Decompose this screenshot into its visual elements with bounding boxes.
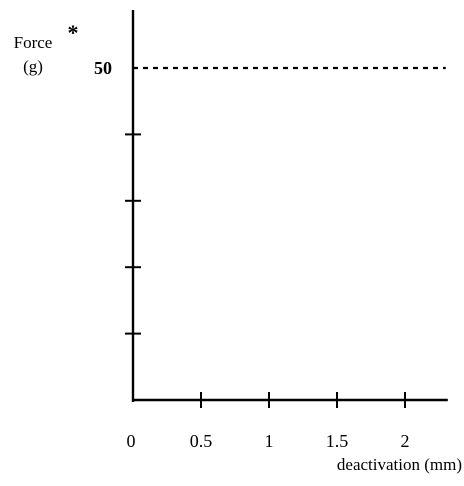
y-axis-title-line-2: (g)	[23, 57, 43, 76]
x-tick-label: 0	[127, 431, 136, 451]
y-axis-title: Force (g) *	[14, 20, 79, 76]
x-tick-label: 0.5	[190, 431, 213, 451]
y-axis-title-line-1: Force	[14, 33, 53, 52]
y-tick-label: 50	[94, 58, 112, 78]
x-tick-label: 1.5	[326, 431, 349, 451]
x-tick-label: 2	[401, 431, 410, 451]
x-tick-label: 1	[265, 431, 274, 451]
axes	[131, 10, 448, 402]
ticks: 0 0.5 1 1.5 2 50	[94, 58, 410, 451]
y-axis-title-marker: *	[68, 20, 79, 45]
x-axis-title: deactivation (mm)	[337, 455, 462, 474]
